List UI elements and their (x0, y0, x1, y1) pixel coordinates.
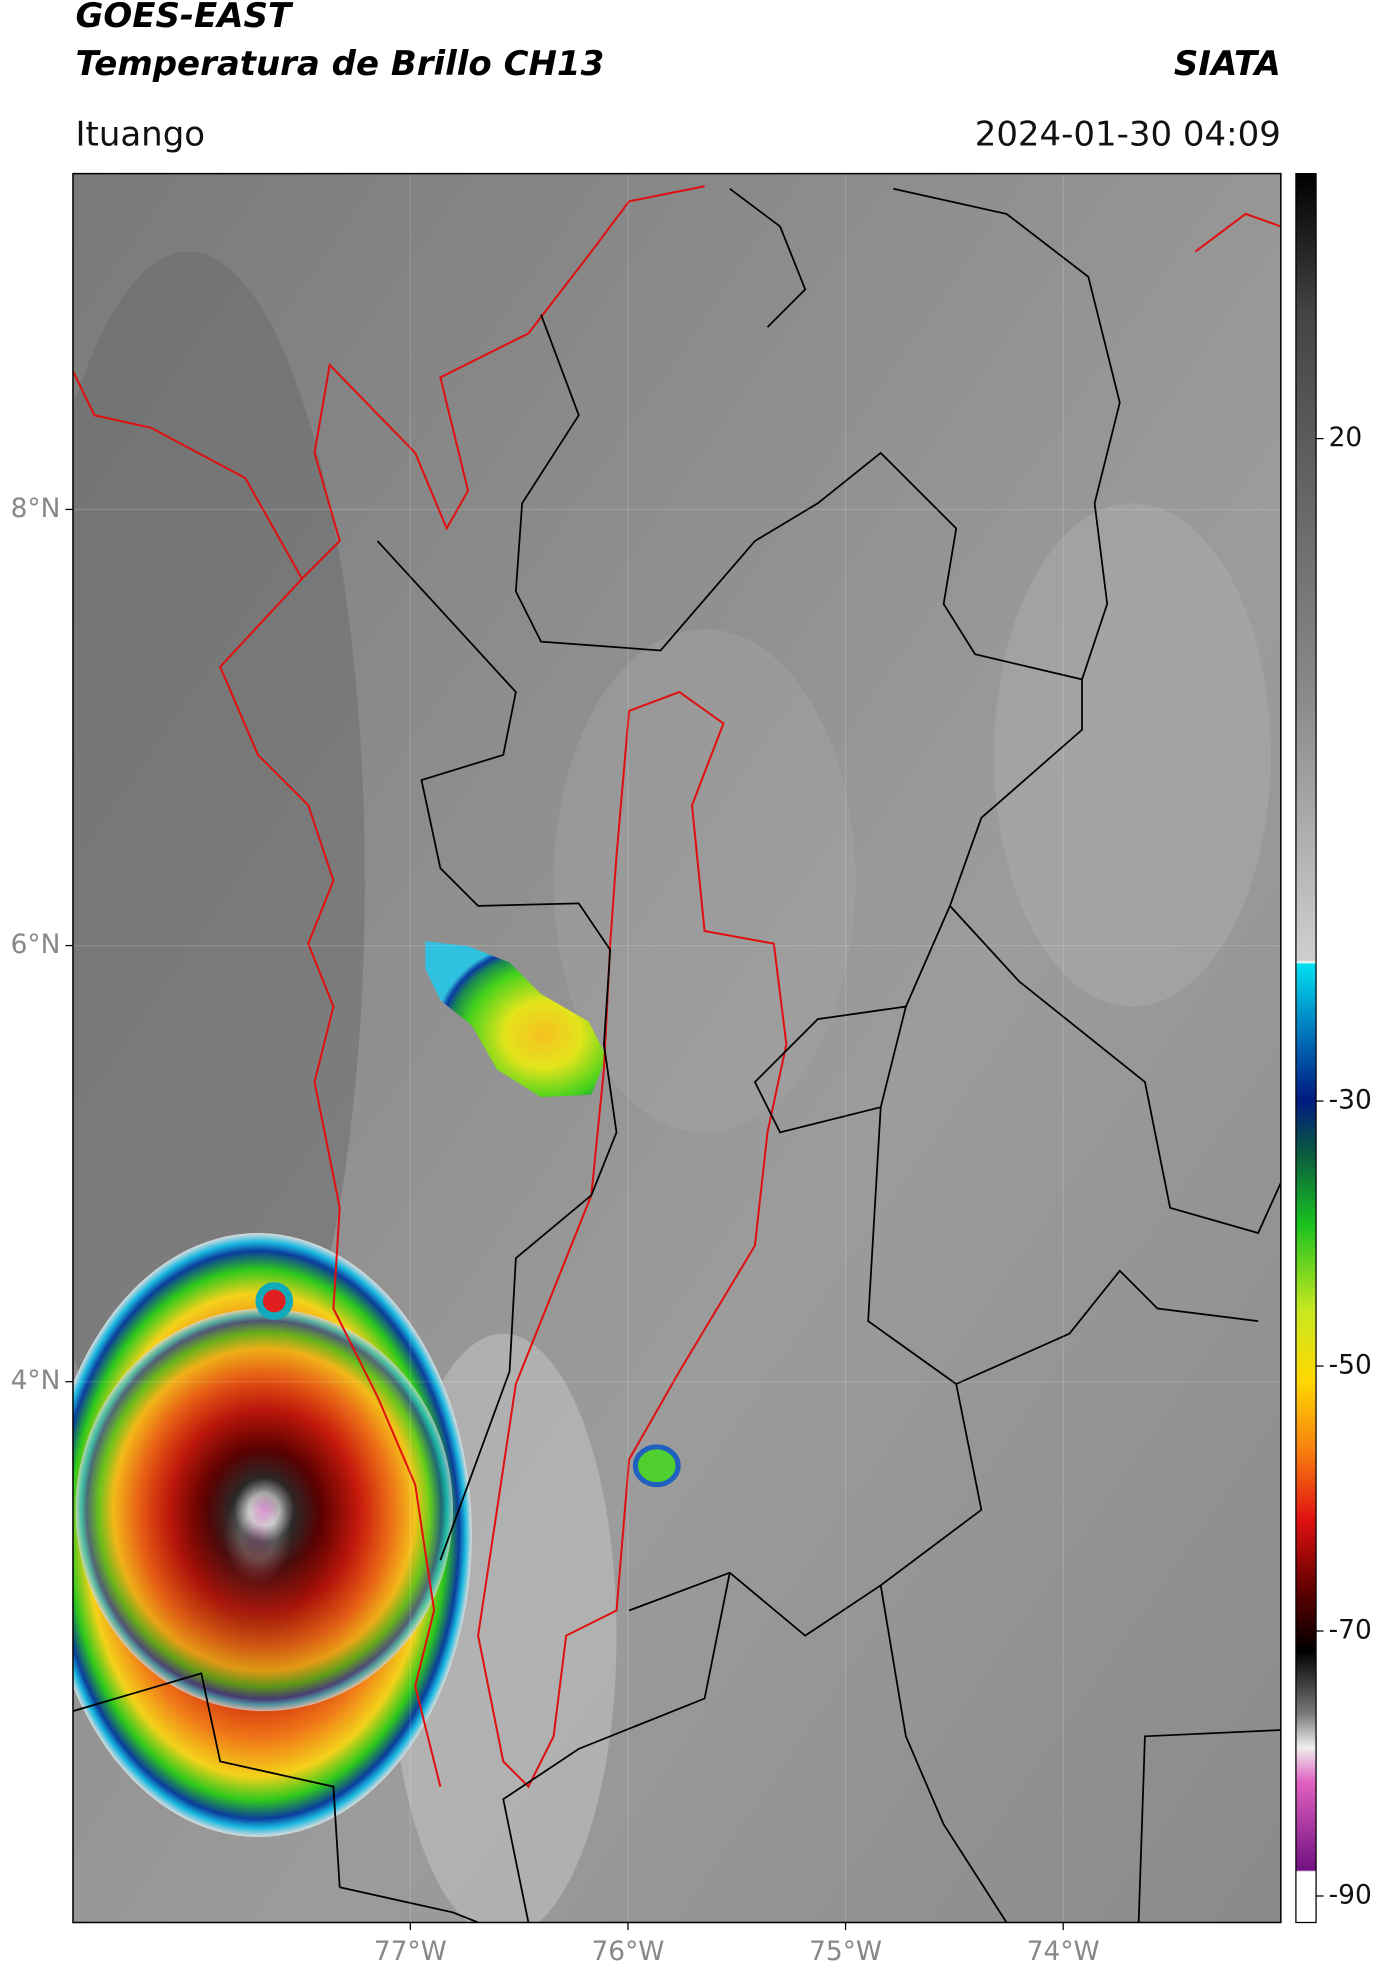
x-tick-label: 74°W (1027, 1936, 1100, 1967)
colorbar-tick-label: -50 (1329, 1350, 1372, 1381)
y-tick-label: 4°N (11, 1365, 61, 1396)
title: GOES-EAST (75, 0, 293, 36)
subtitle: Temperatura de Brillo CH13 (75, 44, 604, 84)
y-tick-label: 8°N (11, 493, 61, 524)
x-tick-label: 75°W (809, 1936, 882, 1967)
colorbar (1295, 172, 1317, 1924)
x-tick-label: 77°W (374, 1936, 447, 1967)
map-image (72, 173, 1281, 1923)
datetime: 2024-01-30 04:09 (975, 114, 1281, 154)
map-frame (72, 172, 1282, 1924)
colorbar-tick-label: 20 (1329, 422, 1363, 453)
colorbar-tick-label: -30 (1329, 1085, 1372, 1116)
x-tick-label: 76°W (591, 1936, 664, 1967)
location: Ituango (75, 114, 205, 154)
y-tick-label: 6°N (11, 929, 61, 960)
source: SIATA (1174, 44, 1281, 84)
grid (72, 173, 1281, 1923)
colorbar-tick-label: -70 (1329, 1615, 1372, 1646)
colorbar-tick-label: -90 (1329, 1879, 1372, 1910)
